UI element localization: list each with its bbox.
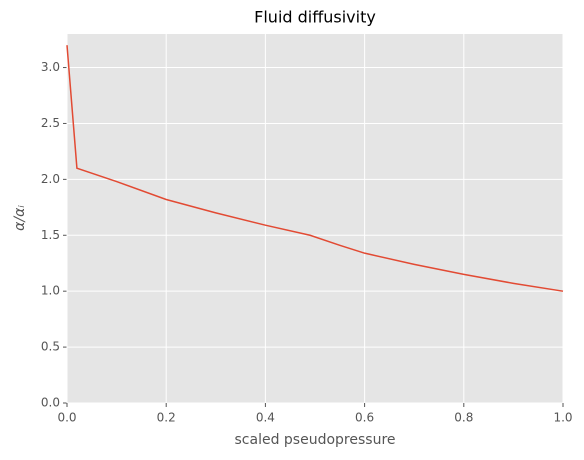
- y-tick-label: 0.5: [41, 340, 60, 354]
- y-tick-label: 2.0: [41, 172, 60, 186]
- x-tick-label: 0.0: [57, 411, 76, 425]
- y-tick-label: 2.5: [41, 116, 60, 130]
- x-tick-label: 0.8: [454, 411, 473, 425]
- y-tick-label: 3.0: [41, 60, 60, 74]
- y-tick-label: 1.5: [41, 228, 60, 242]
- x-tick-label: 1.0: [553, 411, 572, 425]
- y-tick-label: 0.0: [41, 396, 60, 410]
- y-axis-label: α/αᵢ: [12, 205, 28, 231]
- x-tick-label: 0.2: [157, 411, 176, 425]
- x-tick-label: 0.4: [256, 411, 275, 425]
- chart-title: Fluid diffusivity: [254, 8, 376, 27]
- plot-area: [67, 34, 563, 403]
- y-tick-label: 1.0: [41, 284, 60, 298]
- data-line: [66, 45, 564, 292]
- x-axis-label: scaled pseudopressure: [235, 432, 396, 448]
- x-tick-label: 0.6: [355, 411, 374, 425]
